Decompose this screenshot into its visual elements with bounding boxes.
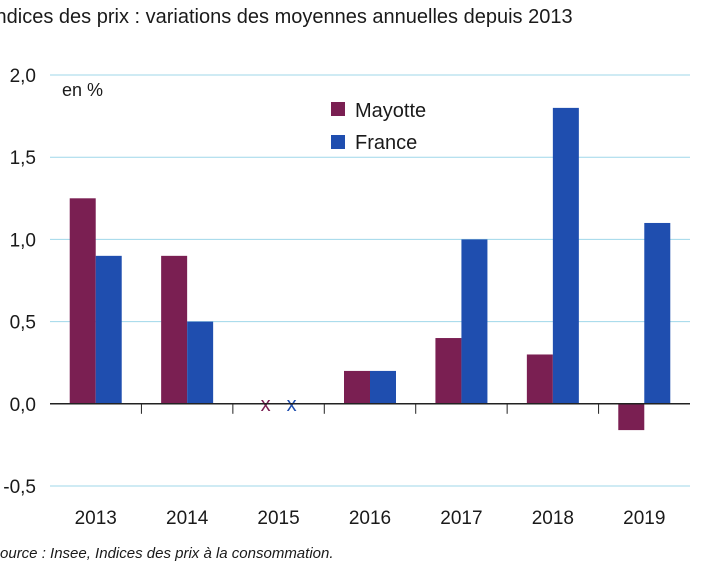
- bar-france: [461, 239, 488, 404]
- bar-france: [187, 321, 214, 404]
- x-category-label: 2017: [440, 508, 482, 529]
- bar-mayotte: [435, 338, 462, 404]
- y-tick-label: 2,0: [10, 66, 36, 87]
- x-category-label: 2014: [166, 508, 209, 529]
- gridlines: [50, 74, 690, 487]
- legend-swatch-mayotte: [331, 102, 345, 116]
- missing-marker-mayotte: x: [261, 394, 271, 416]
- unit-label: en %: [62, 80, 103, 100]
- y-tick-label: 1,0: [10, 230, 36, 251]
- y-tick-label: 0,0: [10, 395, 36, 416]
- y-tick-label: 0,5: [10, 313, 36, 334]
- missing-marker-france: x: [287, 394, 297, 416]
- y-axis-ticks: -0,5 0,0 0,5 1,0 1,5 2,0: [3, 66, 36, 498]
- x-category-label: 2018: [532, 508, 574, 529]
- bar-mayotte: [161, 255, 188, 404]
- bar-mayotte: [618, 403, 645, 431]
- zero-axis: [50, 403, 690, 414]
- x-axis-labels: 2013 2014 2015 2016 2017 2018 2019: [75, 508, 666, 529]
- bar-france: [644, 222, 671, 404]
- bar-france: [95, 255, 122, 404]
- x-category-label: 2015: [257, 508, 299, 529]
- chart-title: Indices des prix : variations des moyenn…: [0, 6, 573, 28]
- y-tick-label: 1,5: [10, 148, 36, 169]
- bar-mayotte: [344, 370, 370, 404]
- source-note: Source : Insee, Indices des prix à la co…: [0, 545, 334, 562]
- legend-swatch-france: [331, 135, 345, 149]
- bar-france: [370, 370, 396, 404]
- legend: Mayotte France: [331, 100, 426, 154]
- legend-label-mayotte: Mayotte: [355, 100, 426, 122]
- x-category-label: 2016: [349, 508, 391, 529]
- x-category-label: 2019: [623, 508, 665, 529]
- bar-france: [552, 107, 579, 404]
- x-category-label: 2013: [75, 508, 117, 529]
- bars: [69, 107, 671, 431]
- y-tick-label: -0,5: [3, 477, 36, 498]
- bar-mayotte: [526, 354, 553, 404]
- legend-label-france: France: [355, 132, 417, 154]
- bar-mayotte: [69, 198, 96, 404]
